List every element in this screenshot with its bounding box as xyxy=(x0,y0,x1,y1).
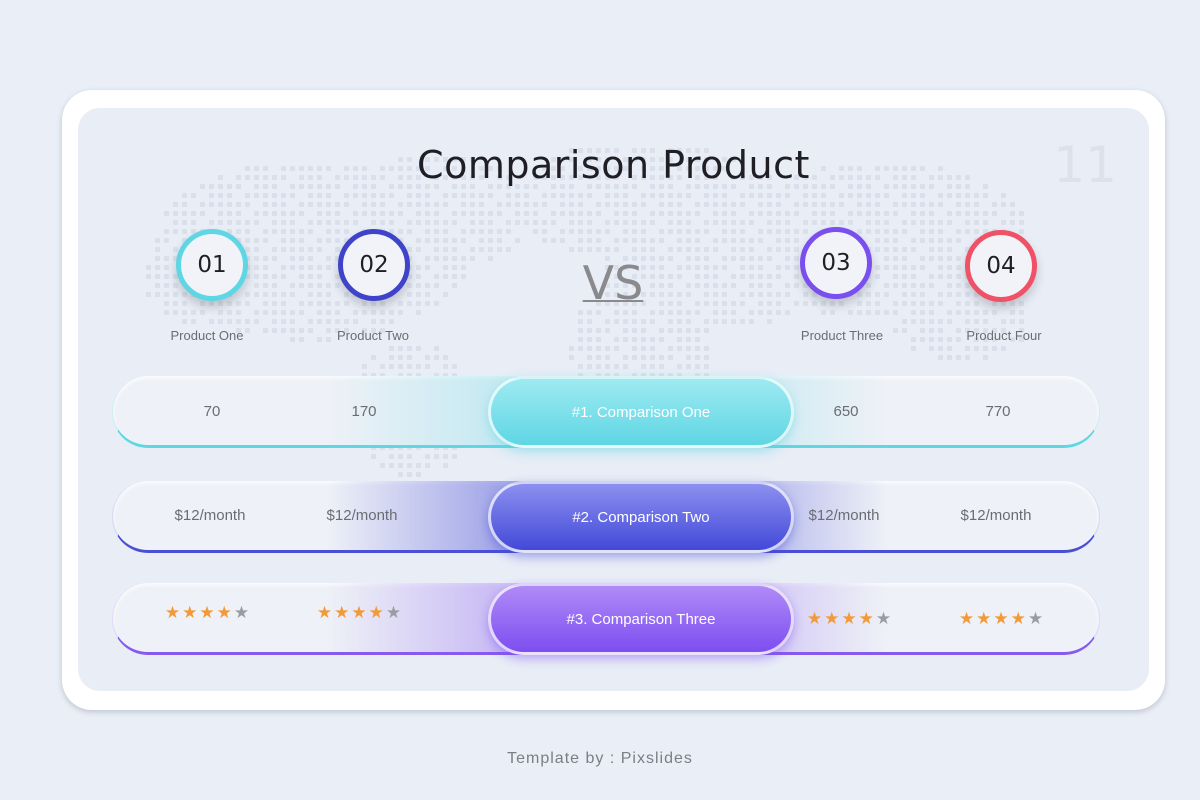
product-badge-01: 01 xyxy=(176,229,248,301)
value-product-four: 770 xyxy=(985,403,1011,420)
star-filled-icon: ★ xyxy=(976,609,994,629)
star-filled-icon: ★ xyxy=(858,609,876,629)
page-number: 11 xyxy=(1053,136,1117,194)
product-label-three: Product Three xyxy=(800,328,884,343)
rating-product-three: ★★★★★ xyxy=(775,609,925,629)
product-badge-04: 04 xyxy=(965,230,1037,302)
comparison-pill-two: #2. Comparison Two xyxy=(488,481,794,553)
star-filled-icon: ★ xyxy=(199,603,217,623)
comparison-label: #1. Comparison One xyxy=(571,403,711,421)
star-filled-icon: ★ xyxy=(216,603,234,623)
star-filled-icon: ★ xyxy=(1010,609,1028,629)
rating-product-one: ★★★★★ xyxy=(133,603,283,623)
comparison-pill-one: #1. Comparison One xyxy=(488,376,794,448)
product-label-four: Product Four xyxy=(966,328,1042,343)
star-filled-icon: ★ xyxy=(368,603,386,623)
product-number: 03 xyxy=(821,250,851,276)
star-filled-icon: ★ xyxy=(182,603,200,623)
product-number: 04 xyxy=(986,253,1016,279)
product-badge-03: 03 xyxy=(800,227,872,299)
vs-label: VS xyxy=(582,256,644,310)
slide-title: Comparison Product xyxy=(417,143,810,187)
star-filled-icon: ★ xyxy=(334,603,352,623)
star-empty-icon: ★ xyxy=(385,603,404,623)
comparison-row-two: $12/month $12/month $12/month $12/month … xyxy=(112,481,1100,553)
comparison-label: #2. Comparison Two xyxy=(572,508,710,526)
rating-product-two: ★★★★★ xyxy=(285,603,435,623)
product-label-two: Product Two xyxy=(336,328,410,343)
star-filled-icon: ★ xyxy=(841,609,859,629)
value-product-three: $12/month xyxy=(808,507,880,524)
product-number: 01 xyxy=(197,252,227,278)
star-filled-icon: ★ xyxy=(351,603,369,623)
product-number: 02 xyxy=(359,252,389,278)
star-filled-icon: ★ xyxy=(316,603,335,623)
comparison-row-one: 70 170 650 770 #1. Comparison One xyxy=(112,376,1100,448)
star-filled-icon: ★ xyxy=(993,609,1011,629)
star-filled-icon: ★ xyxy=(824,609,842,629)
value-product-three: 650 xyxy=(833,403,859,420)
value-product-two: $12/month xyxy=(326,507,398,524)
star-empty-icon: ★ xyxy=(233,603,252,623)
value-product-four: $12/month xyxy=(960,507,1032,524)
star-filled-icon: ★ xyxy=(958,609,977,629)
template-credit: Template by : Pixslides xyxy=(507,750,693,767)
star-empty-icon: ★ xyxy=(875,609,894,629)
value-product-two: 170 xyxy=(351,403,377,420)
comparison-label: #3. Comparison Three xyxy=(566,610,716,628)
star-filled-icon: ★ xyxy=(806,609,825,629)
value-product-one: 70 xyxy=(203,403,221,420)
product-label-one: Product One xyxy=(170,328,244,343)
star-filled-icon: ★ xyxy=(164,603,183,623)
comparison-pill-three: #3. Comparison Three xyxy=(488,583,794,655)
comparison-row-three: ★★★★★ ★★★★★ ★★★★★ ★★★★★ #3. Comparison T… xyxy=(112,583,1100,655)
rating-product-four: ★★★★★ xyxy=(927,609,1077,629)
product-badge-02: 02 xyxy=(338,229,410,301)
value-product-one: $12/month xyxy=(174,507,246,524)
star-empty-icon: ★ xyxy=(1027,609,1046,629)
slide: Comparison Product 11 VS 01 02 03 04 Pro… xyxy=(78,108,1149,691)
